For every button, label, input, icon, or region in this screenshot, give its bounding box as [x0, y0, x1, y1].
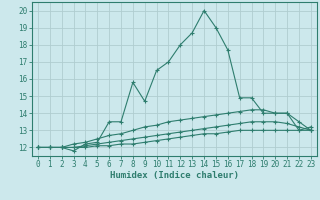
- X-axis label: Humidex (Indice chaleur): Humidex (Indice chaleur): [110, 171, 239, 180]
